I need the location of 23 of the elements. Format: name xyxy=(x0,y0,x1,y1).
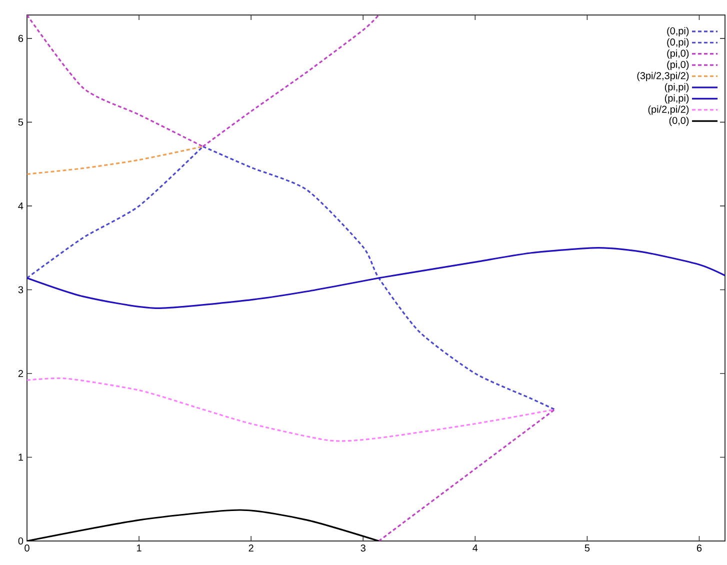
legend-label: (pi,pi) xyxy=(664,83,689,92)
x-tick-label: 6 xyxy=(696,544,702,552)
legend-label: (0,0) xyxy=(669,116,689,126)
y-tick-label: 6 xyxy=(18,34,24,42)
legend-label: (pi,0) xyxy=(667,60,689,70)
x-tick-label: 1 xyxy=(137,544,142,552)
legend-label: (3pi/2,3pi/2) xyxy=(637,72,689,82)
x-tick-label: 0 xyxy=(24,544,30,552)
legend-label: (0,pi) xyxy=(667,38,689,48)
x-tick-label: 3 xyxy=(360,544,366,552)
y-tick-label: 3 xyxy=(18,286,24,294)
y-tick-label: 0 xyxy=(18,537,24,545)
x-tick-label: 4 xyxy=(472,544,478,552)
y-tick-label: 5 xyxy=(18,118,24,126)
y-tick-label: 4 xyxy=(18,202,24,210)
legend-label: (0,pi) xyxy=(667,27,689,36)
legend-label: (pi,pi) xyxy=(664,94,689,104)
y-tick-label: 2 xyxy=(18,370,23,377)
x-tick-label: 2 xyxy=(248,544,254,552)
x-tick-label: 5 xyxy=(584,544,590,552)
legend-label: (pi/2,pi/2) xyxy=(648,105,689,115)
legend-label: (pi,0) xyxy=(667,49,689,59)
y-tick-label: 1 xyxy=(18,454,23,461)
